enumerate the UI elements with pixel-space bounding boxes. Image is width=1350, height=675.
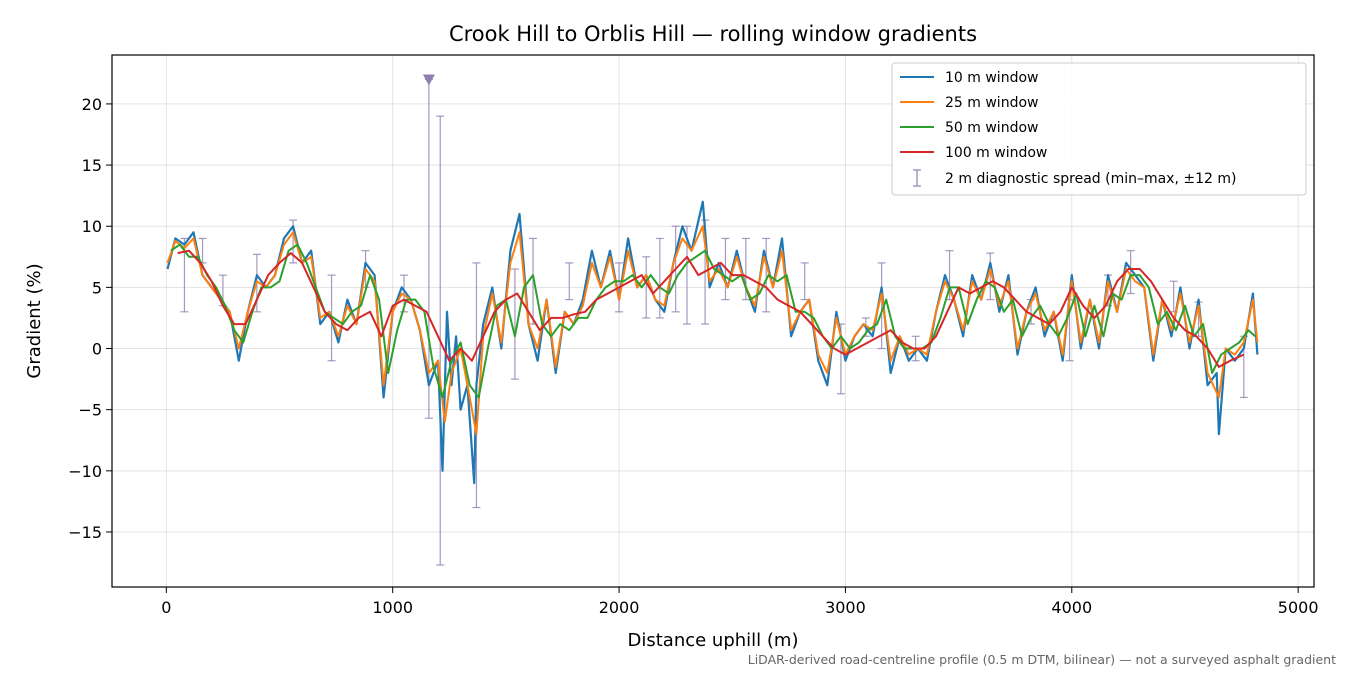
series-line-2 [166,225,1259,436]
y-tick-label: 20 [82,95,102,114]
series-lines [166,200,1259,485]
x-tick-label: 0 [161,598,171,617]
series-line-4 [177,249,1245,368]
x-axis-ticks: 0 1000 2000 3000 4000 5000 [161,587,1319,617]
legend-label-10m: 10 m window [945,70,1038,86]
legend-label-100m: 100 m window [945,145,1047,161]
spread-errorbar [565,262,574,301]
x-tick-label: 3000 [825,598,866,617]
footnote: LiDAR-derived road-centreline profile (0… [748,652,1336,667]
spread-errorbar [800,262,809,301]
x-tick-label: 5000 [1278,598,1319,617]
x-tick-label: 4000 [1051,598,1092,617]
y-axis-label: Gradient (%) [24,263,45,378]
spread-errorbar [762,237,771,313]
x-tick-label: 2000 [599,598,640,617]
y-tick-label: 10 [82,217,102,236]
y-tick-label: −5 [78,401,102,420]
x-tick-label: 1000 [372,598,413,617]
y-tick-label: −10 [68,462,102,481]
off-scale-marker [422,74,435,86]
y-tick-label: 0 [92,340,102,359]
legend-box [891,62,1307,196]
legend-swatch-spread [913,169,921,187]
x-axis-label: Distance uphill (m) [628,630,799,651]
spread-errorbar [986,252,995,301]
spread-errorbar [510,268,519,380]
y-tick-label: 15 [82,156,102,175]
y-axis-ticks: −15 −10 −5 0 5 10 15 20 [68,95,112,542]
spread-errorbar [1126,250,1135,295]
legend: 10 m window 25 m window 50 m window 100 … [891,62,1307,196]
legend-label-spread: 2 m diagnostic spread (min–max, ±12 m) [945,171,1236,187]
y-tick-label: 5 [92,278,102,297]
chart-title: Crook Hill to Orblis Hill — rolling wind… [449,22,977,46]
y-tick-label: −15 [68,523,102,542]
legend-label-50m: 50 m window [945,120,1038,136]
spread-errorbar [642,256,651,319]
spread-errorbar [682,225,691,325]
plot-frame [111,54,1315,588]
legend-label-25m: 25 m window [945,95,1038,111]
